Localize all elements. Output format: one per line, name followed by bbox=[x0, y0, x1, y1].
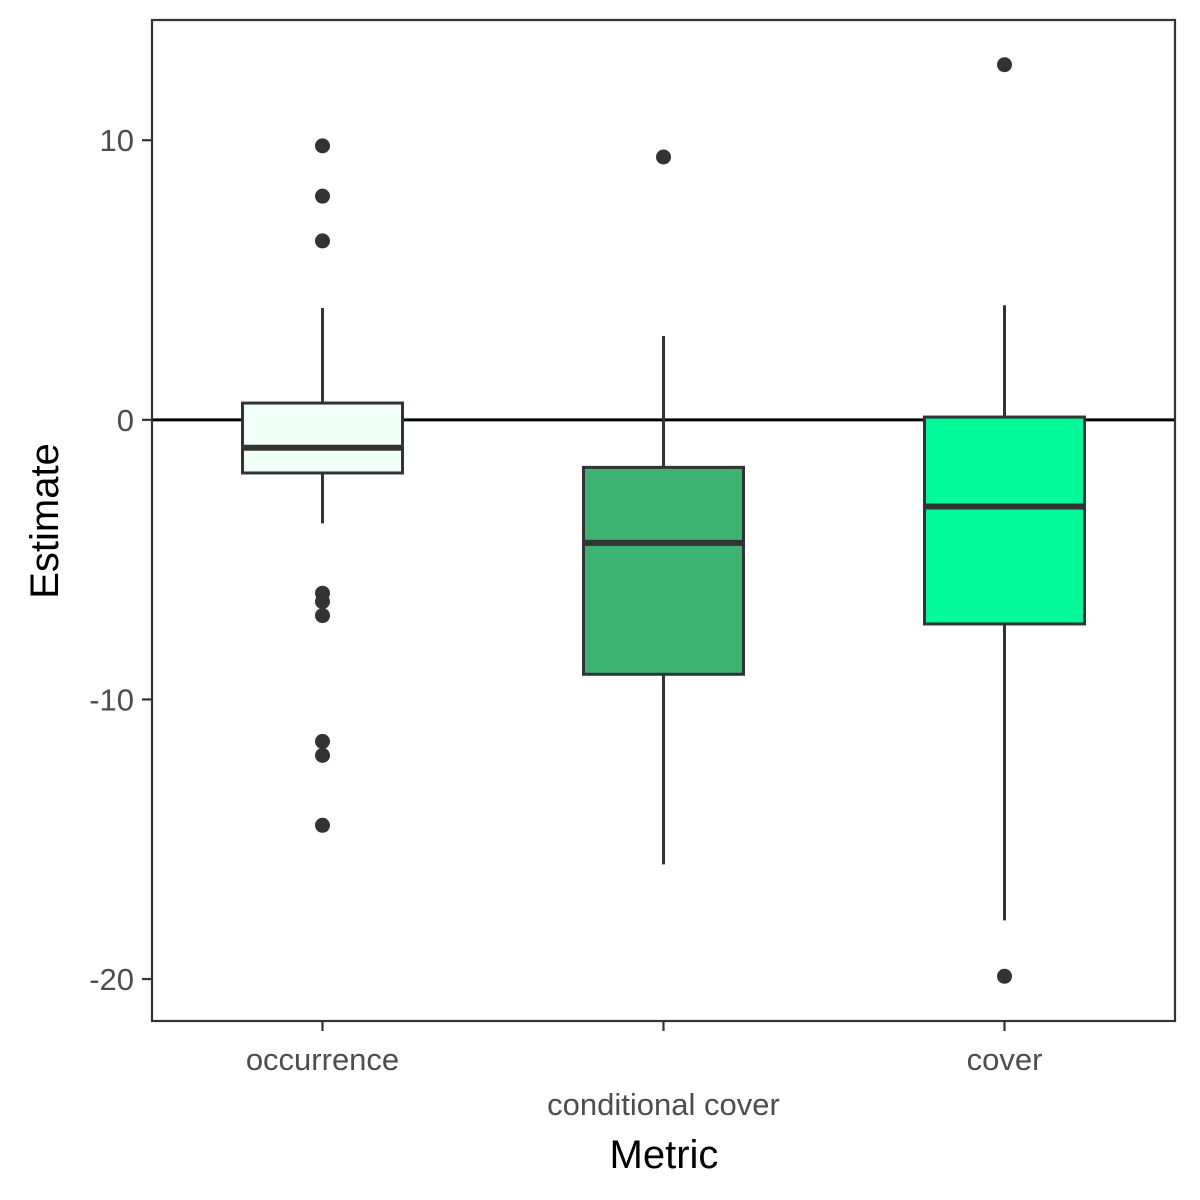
box-group bbox=[923, 57, 1086, 984]
y-tick-label: -10 bbox=[89, 682, 134, 717]
outlier-point bbox=[315, 733, 330, 749]
outlier-point bbox=[315, 233, 330, 249]
box bbox=[582, 465, 745, 676]
x-tick-label: occurrence bbox=[246, 1042, 399, 1077]
outlier-point bbox=[315, 608, 330, 624]
outlier-point bbox=[315, 747, 330, 763]
y-tick-label: 10 bbox=[100, 123, 134, 158]
outlier-point bbox=[315, 188, 330, 204]
outlier-point bbox=[315, 817, 330, 833]
box-group bbox=[241, 138, 404, 833]
box-group bbox=[582, 149, 745, 865]
outlier-point bbox=[656, 149, 671, 165]
x-axis-title: Metric bbox=[610, 1133, 719, 1177]
y-axis-title: Estimate bbox=[23, 443, 67, 599]
x-tick-label: cover bbox=[967, 1042, 1043, 1077]
outlier-point bbox=[997, 968, 1012, 984]
axes: 10 0 -10 -20 occurrence conditional cover cove… bbox=[89, 123, 1042, 1122]
x-tick-label: conditional cover bbox=[547, 1087, 780, 1122]
y-tick-label: 0 bbox=[117, 403, 134, 438]
y-tick-label: -20 bbox=[89, 962, 134, 997]
box bbox=[241, 401, 404, 475]
plot-area bbox=[152, 57, 1175, 984]
outlier-point bbox=[315, 594, 330, 610]
box bbox=[923, 415, 1086, 626]
outlier-point bbox=[997, 57, 1012, 73]
outlier-point bbox=[315, 138, 330, 154]
